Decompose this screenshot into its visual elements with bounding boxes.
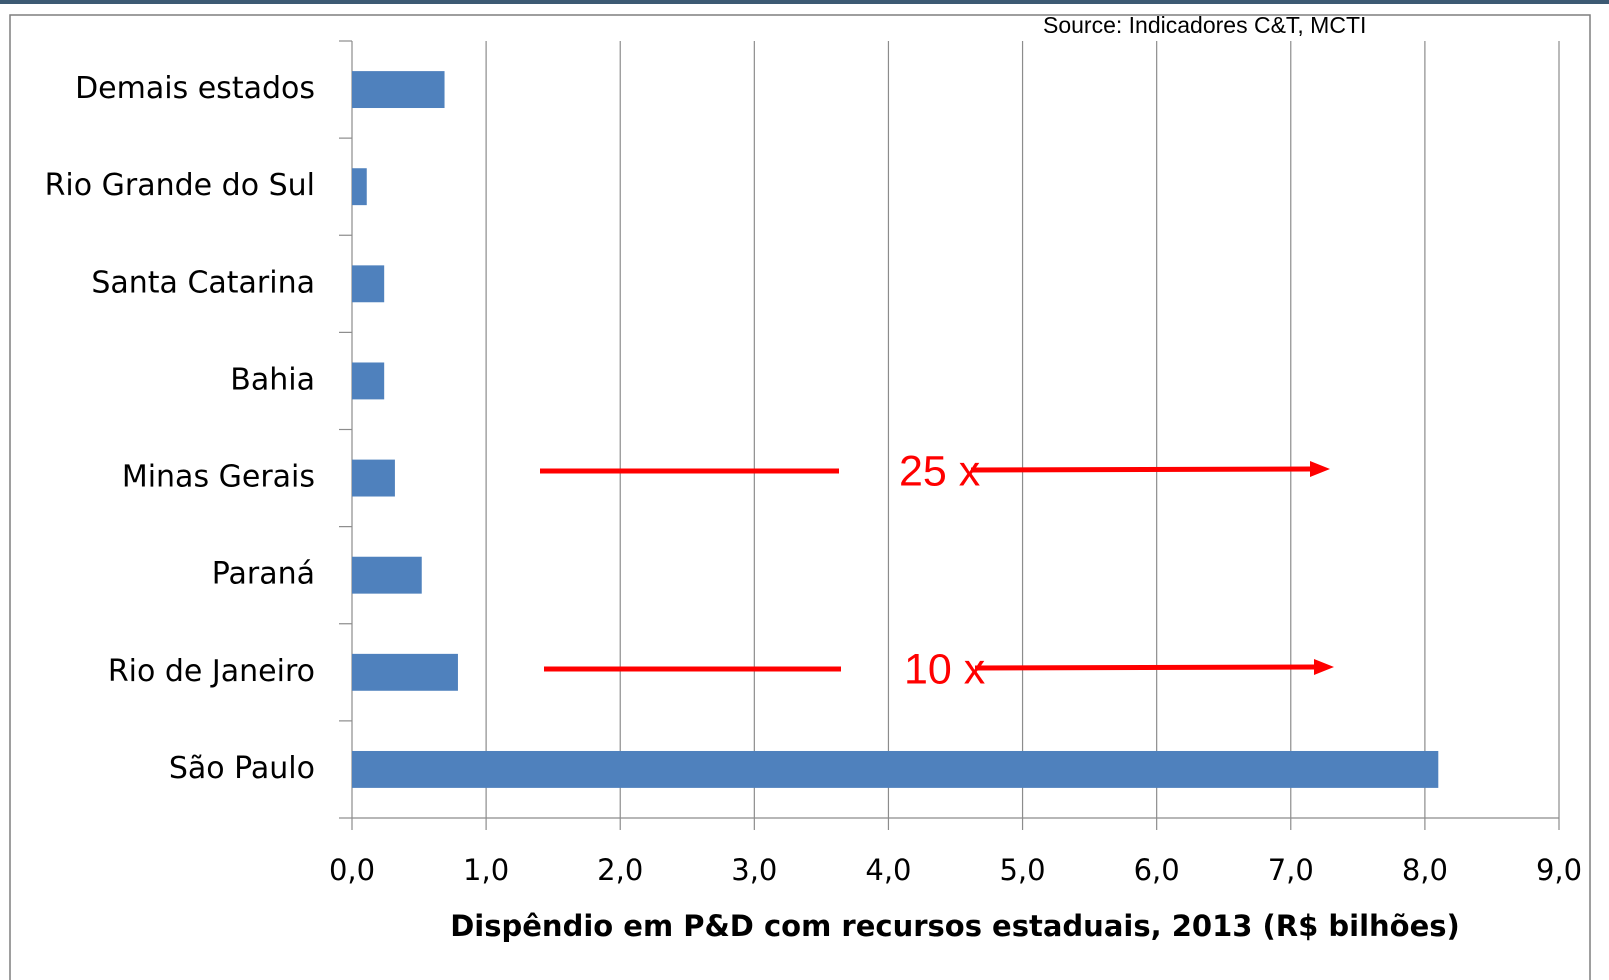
arrow-25x [540, 461, 1330, 477]
x-axis-title: Dispêndio em P&D com recursos estaduais,… [450, 909, 1460, 943]
bar [352, 556, 422, 594]
x-tick-label: 0,0 [329, 853, 375, 887]
source: Source: Indicadores C&T, MCTI [1043, 12, 1366, 38]
arrow-10x [544, 659, 1334, 675]
x-tick-label: 2,0 [597, 853, 643, 887]
bar [352, 362, 385, 400]
y-tick-label: Santa Catarina [91, 265, 315, 300]
x-tick-label: 3,0 [731, 853, 777, 887]
top-strip [0, 0, 1609, 4]
y-tick-label: Minas Gerais [122, 460, 315, 495]
y-tick-label: Demais estados [75, 71, 315, 106]
x-tick-label: 7,0 [1268, 853, 1314, 887]
bar [352, 750, 1439, 788]
bar [352, 653, 458, 691]
x-tick-label: 9,0 [1536, 853, 1582, 887]
x-tick-label: 5,0 [999, 853, 1045, 887]
frame [9, 14, 1591, 980]
bar [352, 265, 385, 303]
y-tick-label: Bahia [230, 362, 315, 397]
y-tick-label: Paraná [212, 557, 315, 592]
x-tick-label: 6,0 [1134, 853, 1180, 887]
bar [352, 168, 367, 206]
bar [352, 459, 395, 497]
y-tick-label: Rio Grande do Sul [45, 168, 315, 203]
annotation: 10 x [904, 645, 986, 693]
bar [352, 71, 445, 109]
x-tick-label: 8,0 [1402, 853, 1448, 887]
annotation: 25 x [899, 447, 981, 495]
y-tick-label: São Paulo [169, 751, 315, 786]
x-tick-label: 1,0 [463, 853, 509, 887]
y-tick-label: Rio de Janeiro [108, 654, 315, 689]
x-tick-label: 4,0 [865, 853, 911, 887]
